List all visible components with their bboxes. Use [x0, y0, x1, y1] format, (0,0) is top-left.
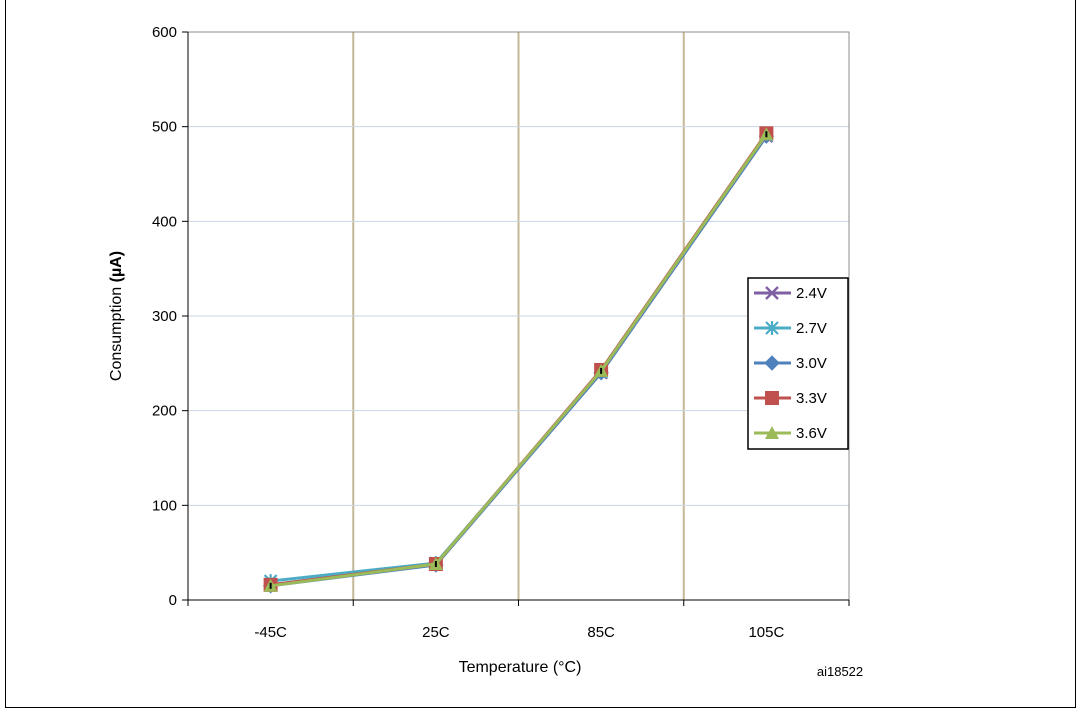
- legend-label: 2.7V: [796, 320, 827, 337]
- x-tick-label: 105C: [748, 624, 784, 641]
- legend-swatch-marker: [765, 391, 779, 405]
- figure-frame: [5, 0, 1076, 708]
- legend: 2.4V 2.7V 3.0V 3.3V 3.6V: [747, 277, 849, 450]
- y-tick-label: 600: [152, 24, 177, 41]
- legend-label: 3.0V: [796, 355, 827, 372]
- legend-swatch-marker: [765, 321, 779, 335]
- legend-item-3-3V: 3.3V: [754, 390, 827, 407]
- legend-item-2-4V: 2.4V: [754, 285, 827, 302]
- x-axis: -45C 25C 85C 105C: [187, 599, 850, 641]
- legend-swatch-marker: [764, 355, 780, 371]
- marker-stroke: [765, 286, 779, 300]
- x-tick-label: 85C: [587, 624, 615, 641]
- marker-shape: [765, 391, 779, 405]
- y-tick-label: 300: [152, 308, 177, 325]
- y-tick-label: 200: [152, 403, 177, 420]
- legend-label: 3.6V: [796, 425, 827, 442]
- series-3-6V: [263, 127, 774, 592]
- legend-swatch-marker: [765, 426, 779, 439]
- y-axis-title-unit: (µA): [108, 251, 125, 282]
- legend-label: 3.3V: [796, 390, 827, 407]
- y-tick-label: 100: [152, 497, 177, 514]
- y-axis-title-main: Consumption: [108, 282, 125, 381]
- y-tick-label: 500: [152, 119, 177, 136]
- figure-reference: ai18522: [817, 664, 863, 679]
- marker-shape: [765, 426, 779, 439]
- x-tick-label: 25C: [422, 624, 450, 641]
- legend-swatch-marker: [765, 286, 779, 300]
- legend-item-3-0V: 3.0V: [754, 355, 827, 372]
- y-tick-label: 400: [152, 213, 177, 230]
- series-line: [270, 133, 768, 588]
- marker-shape: [764, 355, 780, 371]
- marker-stroke: [765, 321, 779, 335]
- x-axis-title: Temperature (°C): [459, 659, 582, 676]
- y-tick-label: 0: [169, 592, 177, 609]
- y-axis: 0 100 200 300 400 500 600: [152, 24, 189, 609]
- x-tick-label: -45C: [254, 624, 287, 641]
- legend-item-2-7V: 2.7V: [754, 320, 827, 337]
- legend-item-3-6V: 3.6V: [754, 425, 827, 442]
- y-axis-title: Consumption (µA): [108, 251, 125, 381]
- series-layer: [262, 126, 775, 594]
- legend-label: 2.4V: [796, 285, 827, 302]
